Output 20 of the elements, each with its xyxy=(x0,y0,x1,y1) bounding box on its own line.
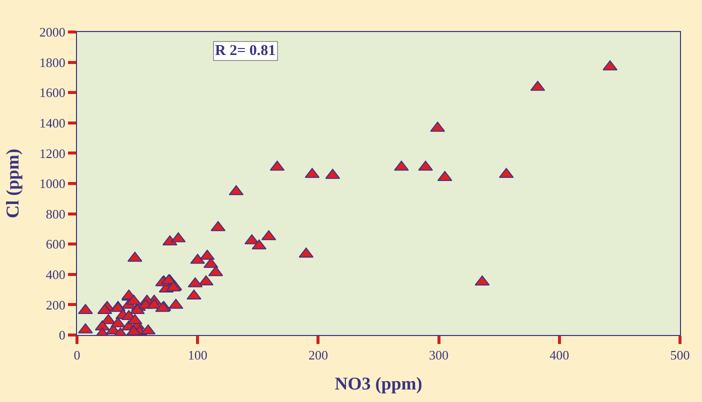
x-axis-title: NO3 (ppm) xyxy=(334,374,422,394)
y-tick-label: 2000 xyxy=(39,24,66,40)
y-tick-label: 400 xyxy=(46,266,66,282)
y-tick-label: 1800 xyxy=(39,54,66,70)
y-tick-label: 200 xyxy=(46,297,66,312)
x-tick-label: 300 xyxy=(429,348,449,363)
y-tick-label: 800 xyxy=(46,206,66,222)
x-tick-label: 100 xyxy=(188,348,208,363)
y-tick-label: 0 xyxy=(58,328,66,343)
y-tick-label: 1600 xyxy=(39,85,66,100)
annotation: R 2= 0.81 xyxy=(215,43,276,59)
y-tick-label: 1400 xyxy=(39,115,66,130)
y-axis-title: Cl (ppm) xyxy=(2,148,23,218)
x-tick-label: 400 xyxy=(550,348,570,363)
x-tick-label: 0 xyxy=(74,348,80,363)
x-tick-label: 500 xyxy=(670,348,690,363)
y-tick-label: 1200 xyxy=(39,146,66,161)
x-tick-label: 200 xyxy=(308,348,328,363)
y-tick-label: 600 xyxy=(46,236,66,252)
y-tick-label: 1000 xyxy=(39,176,66,192)
